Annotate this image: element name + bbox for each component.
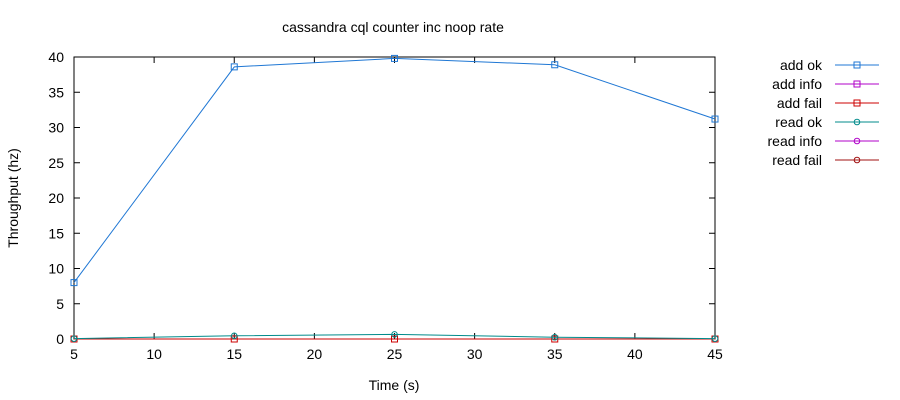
y-tick-label: 5 xyxy=(56,296,64,312)
x-tick-label: 15 xyxy=(226,346,242,362)
legend-label: read ok xyxy=(775,114,823,130)
data-point-add-fail xyxy=(391,335,398,343)
y-axis-label: Throughput (hz) xyxy=(5,148,21,248)
x-tick-label: 10 xyxy=(146,346,162,362)
x-tick-label: 35 xyxy=(547,346,563,362)
y-tick-label: 15 xyxy=(48,225,64,241)
legend-swatch-marker xyxy=(853,99,861,107)
legend-item-read-fail: read fail xyxy=(772,152,879,168)
series-points xyxy=(70,54,719,343)
data-point-add-ok xyxy=(551,61,559,69)
y-tick-label: 30 xyxy=(48,120,64,136)
data-point-read-ok xyxy=(230,332,238,340)
legend: add ok add info add fail read ok read info re… xyxy=(768,57,879,168)
legend-item-add-ok: add ok xyxy=(780,57,879,73)
x-axis-label: Time (s) xyxy=(369,377,420,393)
legend-label: read info xyxy=(768,133,823,149)
legend-swatch-marker xyxy=(853,137,861,145)
legend-swatch-marker xyxy=(853,80,861,88)
legend-item-read-info: read info xyxy=(768,133,879,149)
data-point-read-ok xyxy=(711,335,719,342)
x-tick-label: 40 xyxy=(627,346,643,362)
y-tick-label: 10 xyxy=(48,261,64,277)
series-line-read-ok xyxy=(73,333,716,340)
x-tick-label: 20 xyxy=(307,346,323,362)
data-point-add-fail xyxy=(551,335,559,343)
legend-swatch-marker xyxy=(853,61,861,69)
y-tick-label: 20 xyxy=(48,190,64,206)
legend-item-add-fail: add fail xyxy=(777,95,879,111)
x-tick-label: 25 xyxy=(387,346,403,362)
data-point-add-ok xyxy=(230,63,238,71)
legend-item-add-info: add info xyxy=(772,76,879,92)
legend-swatch-marker xyxy=(853,118,861,126)
x-tick-label: 30 xyxy=(467,346,483,362)
data-point-add-ok xyxy=(70,279,78,287)
x-tick-label: 5 xyxy=(70,346,78,362)
legend-swatch-marker xyxy=(853,156,861,164)
legend-label: add fail xyxy=(777,95,822,111)
x-tick-label: 45 xyxy=(707,346,723,362)
series-line-add-ok xyxy=(73,57,716,283)
series-lines xyxy=(73,57,716,340)
legend-label: add info xyxy=(772,76,822,92)
legend-item-read-ok: read ok xyxy=(775,114,879,130)
data-point-add-ok xyxy=(391,54,398,62)
data-point-read-ok xyxy=(551,333,559,341)
y-tick-label: 40 xyxy=(48,49,64,65)
data-point-read-ok xyxy=(391,331,398,338)
chart-title: cassandra cql counter inc noop rate xyxy=(282,19,504,35)
legend-label: add ok xyxy=(780,57,823,73)
data-point-read-ok xyxy=(70,335,78,342)
plot-frame xyxy=(73,56,716,340)
y-tick-label: 35 xyxy=(48,84,64,100)
y-tick-label: 25 xyxy=(48,155,64,171)
legend-label: read fail xyxy=(772,152,822,168)
data-point-add-ok xyxy=(711,115,719,123)
data-point-add-fail xyxy=(230,335,238,343)
y-tick-label: 0 xyxy=(56,331,64,347)
